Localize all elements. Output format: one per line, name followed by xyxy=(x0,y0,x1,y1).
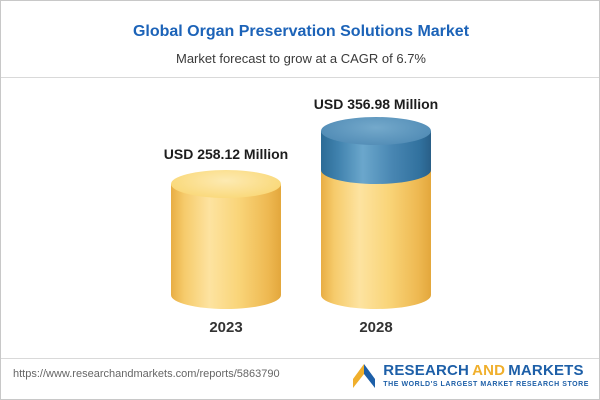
footer-divider xyxy=(1,358,599,359)
report-url[interactable]: https://www.researchandmarkets.com/repor… xyxy=(13,368,280,380)
bar-2028-growth-segment xyxy=(321,117,431,184)
researchandmarkets-logo: RESEARCH AND MARKETS THE WORLD'S LARGEST M… xyxy=(351,362,589,388)
brand-name: RESEARCH AND MARKETS xyxy=(383,361,589,379)
chart-title: Global Organ Preservation Solutions Mark… xyxy=(132,23,470,40)
brand-text-block: RESEARCH AND MARKETS THE WORLD'S LARGEST M… xyxy=(383,361,589,388)
bar-2028-top xyxy=(321,117,431,145)
bar-2028-base-body xyxy=(321,170,431,309)
chart-subtitle: Market forecast to grow at a CAGR of 6.7… xyxy=(176,51,426,66)
brand-tagline: THE WORLD'S LARGEST MARKET RESEARCH STOR… xyxy=(383,380,589,388)
bar-2023 xyxy=(171,170,281,309)
bar-2023-top xyxy=(171,170,281,198)
x-label-2028: 2028 xyxy=(359,319,393,336)
brand-word-research: RESEARCH xyxy=(383,361,470,379)
researchandmarkets-logo-icon xyxy=(353,364,376,388)
brand-word-markets: MARKETS xyxy=(508,361,584,379)
bar-2028 xyxy=(321,117,431,309)
value-label-2028: USD 356.98 Million xyxy=(313,96,439,112)
top-divider xyxy=(1,77,599,78)
value-label-2023: USD 258.12 Million xyxy=(163,146,289,162)
brand-word-and: AND xyxy=(472,361,506,379)
bar-2023-body xyxy=(171,184,281,309)
bar-2028-base-segment xyxy=(321,170,431,309)
x-label-2023: 2023 xyxy=(209,319,243,336)
